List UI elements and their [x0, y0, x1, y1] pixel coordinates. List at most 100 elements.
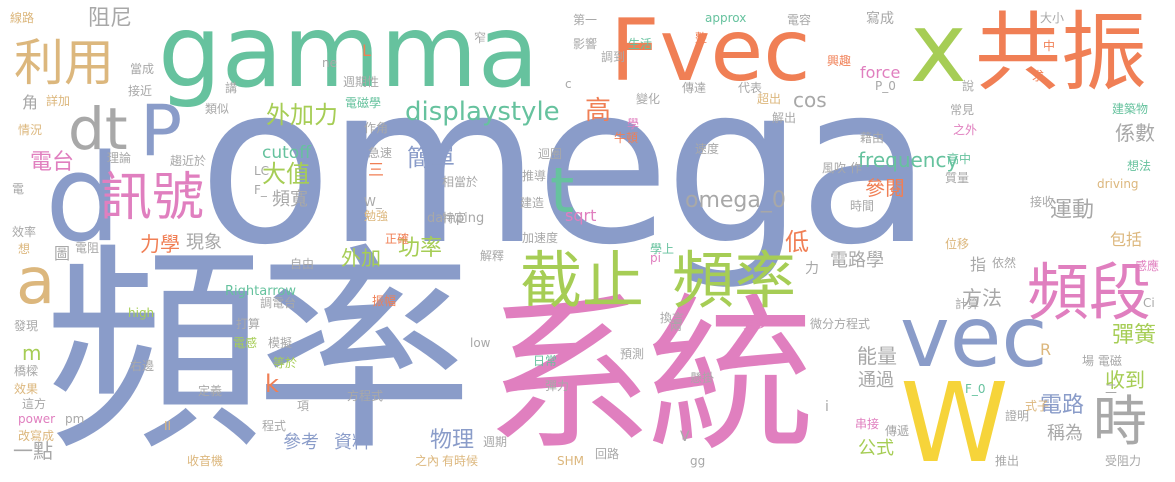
- word-force: force: [860, 63, 901, 82]
- word-changjian: 常見: [950, 103, 975, 117]
- word-shenghuo: 生活: [628, 37, 653, 51]
- word-niudun: 牛頓: [614, 131, 639, 145]
- word-nengliang: 能量: [857, 344, 897, 368]
- word-zhouqixing: 週期性: [343, 75, 380, 89]
- word-w: W: [900, 359, 1009, 482]
- word-xuangua: 懸掛: [690, 371, 715, 385]
- word-lc: LC: [254, 164, 270, 178]
- word-diyi: 第一: [573, 13, 598, 27]
- word-gongzhen: 共振: [975, 3, 1147, 103]
- word-shouzuli: 受阻力: [1105, 454, 1142, 468]
- word-c: c: [565, 77, 572, 91]
- word-huanyan: 換言: [660, 311, 685, 325]
- word-power: power: [18, 412, 56, 426]
- word-shizi: 式子: [1025, 399, 1050, 413]
- word-yingxiang: 影響: [573, 37, 598, 51]
- word-gao: 高: [585, 96, 612, 126]
- word-zhengque: 正確: [385, 232, 410, 246]
- word-faxian: 發現: [14, 319, 39, 333]
- word-jiandan: 簡單: [407, 144, 455, 172]
- word-fengchui: 風吹 作: [822, 161, 862, 175]
- word-p: P: [140, 90, 183, 172]
- word-xianxiang: 現象: [186, 232, 222, 253]
- word-driving: driving: [1097, 177, 1139, 191]
- word-ii: II: [164, 419, 172, 433]
- word-jisuan: 計算: [955, 297, 980, 311]
- word-dengyu: 等於: [273, 356, 298, 370]
- word-shouyinji: 收音機: [187, 454, 224, 468]
- word-zhengming: 證明: [1005, 409, 1030, 423]
- word-gaozhong: 高中: [947, 152, 972, 166]
- word-huiquan: 迴圈: [538, 147, 563, 161]
- word-chuandi: 傳遞: [885, 424, 910, 438]
- word-lixue: 力學: [140, 232, 180, 256]
- word-dasuan: 打算: [236, 317, 261, 331]
- word-chuanjie: 串接: [855, 417, 880, 431]
- word-cos: cos: [793, 88, 827, 112]
- word-k: k: [265, 370, 279, 398]
- word-liyong: 利用: [14, 34, 114, 92]
- word-ne: ne: [322, 56, 337, 70]
- word-sqrt: sqrt: [565, 206, 597, 225]
- word-weifenfangchengshi: 微分方程式: [810, 317, 871, 331]
- word-d: d: [45, 130, 122, 269]
- word-xiaoguo: 效果: [14, 382, 39, 396]
- word-qiaoliang: 橋樑: [14, 364, 39, 378]
- word-displaystyle: displaystyle: [405, 97, 560, 127]
- word-youbian: 右邊: [130, 359, 155, 373]
- word-gengduo: 更多: [743, 317, 768, 331]
- word-er: 二: [1105, 382, 1118, 396]
- word-zheng: 整: [695, 31, 708, 45]
- word-tu: 圖: [54, 244, 71, 263]
- word-fangfa: 方法: [962, 286, 1002, 310]
- word-chuanda: 傳達: [682, 81, 707, 95]
- word-xue: 學: [627, 117, 640, 131]
- word-dingyi: 定義: [198, 384, 223, 398]
- word-v: V: [680, 429, 690, 445]
- word-di: 低: [785, 228, 809, 256]
- word-jianzao: 建造: [520, 196, 545, 210]
- word-r: R: [1040, 340, 1052, 359]
- word-wuli: 物理: [430, 428, 475, 453]
- word-li: 力: [805, 261, 819, 277]
- word-sudu: 速度: [695, 142, 720, 156]
- word-low: low: [470, 336, 491, 350]
- word-ci: Ci: [1143, 296, 1155, 310]
- word-moni: 模擬: [268, 336, 293, 350]
- word-xunhao: 訊號: [100, 168, 205, 228]
- word-gg: gg: [690, 454, 706, 468]
- word-san: 三: [368, 160, 385, 179]
- word-dianrong: 電容: [787, 13, 812, 27]
- word-gamma: gamma: [158, 0, 539, 110]
- word-p0: P_0: [875, 79, 896, 93]
- word-i: i: [825, 399, 829, 415]
- word-damping: damping: [427, 211, 485, 226]
- word-shi: 時: [1093, 390, 1147, 453]
- word-f0: F_0: [965, 382, 986, 396]
- word-youshihou: 有時候: [442, 454, 479, 468]
- word-pinduan: 頻段: [1027, 256, 1152, 329]
- word-liang: 兩: [670, 319, 683, 333]
- word-jiao: 角: [22, 93, 39, 112]
- word-xingqu: 興趣: [827, 54, 852, 68]
- word-rightarrow: Rightarrow: [225, 284, 296, 299]
- word-xueshang: 學上: [650, 242, 675, 256]
- word-frequency: frequency: [858, 148, 959, 172]
- word-jiezhi: 截止: [520, 244, 645, 317]
- word-zhai: 窄: [474, 31, 487, 45]
- word-pm: pm: [65, 412, 85, 426]
- word-bianhua: 變化: [636, 92, 661, 106]
- word-jiejin: 接近: [128, 84, 153, 98]
- word-dianzu: 電阻: [75, 241, 100, 255]
- word-approx: approx: [705, 11, 747, 25]
- word-tanhuang: 彈簧: [1112, 323, 1157, 348]
- word-daibiao: 代表: [738, 81, 763, 95]
- word-pinkuan: 頻寬: [272, 189, 308, 210]
- word-huilu: 回路: [595, 447, 620, 461]
- word-diantai: 電台: [30, 150, 75, 175]
- word-gaixiecheng: 改寫成: [18, 429, 55, 443]
- word-tanli: 彈力: [545, 379, 570, 393]
- word-dianciaxue: 電磁學: [345, 96, 382, 110]
- word-jiang: 講: [225, 81, 238, 95]
- word-xiangfa: 想法: [1127, 159, 1152, 173]
